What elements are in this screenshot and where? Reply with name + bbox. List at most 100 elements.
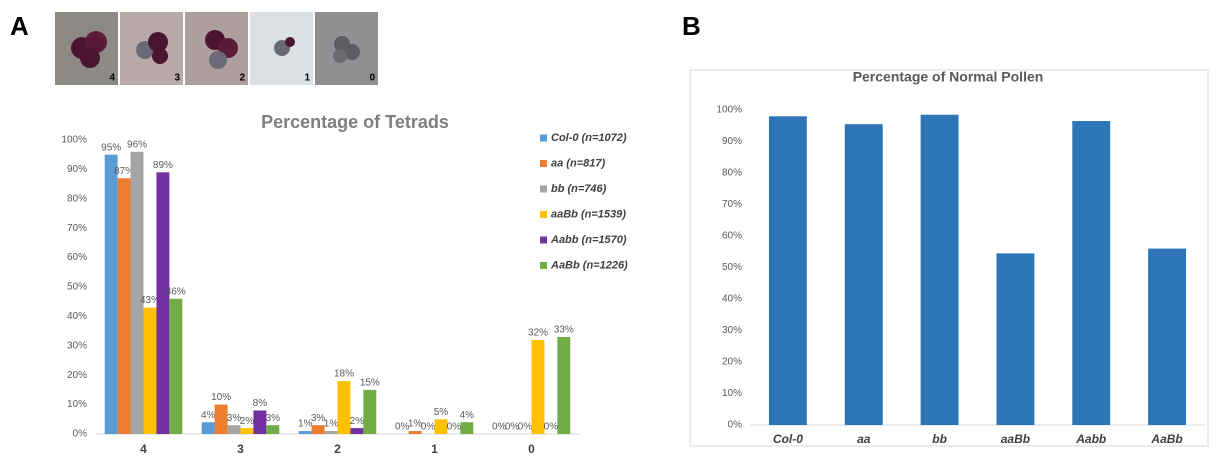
bar [312, 425, 325, 434]
value-label: 18% [334, 369, 354, 380]
bar [202, 422, 215, 434]
legend-swatch [540, 186, 547, 193]
y-tick-label: 40% [67, 311, 87, 322]
legend-swatch [540, 262, 547, 269]
panel-label: B [682, 11, 701, 41]
bar [363, 390, 376, 434]
bar [435, 419, 448, 434]
thumbnail-label: 4 [109, 73, 115, 84]
x-tick-label: Col-0 [773, 432, 803, 446]
panel-label: A [10, 11, 29, 41]
y-tick-label: 90% [722, 136, 742, 147]
bar [325, 431, 338, 434]
bar [996, 253, 1034, 425]
y-tick-label: 100% [61, 135, 87, 146]
thumbnail-label: 1 [304, 73, 310, 84]
bar [460, 422, 473, 434]
bar [156, 172, 169, 434]
bar [144, 308, 157, 434]
value-label: 32% [528, 328, 548, 339]
bar [169, 299, 182, 434]
bar [338, 381, 351, 434]
value-label: 0% [447, 422, 462, 433]
value-label: 2% [350, 416, 365, 427]
x-tick-label: 0 [528, 442, 535, 456]
bar [241, 428, 254, 434]
bar [769, 116, 807, 425]
chart-title: Percentage of Tetrads [261, 112, 449, 132]
bar [409, 431, 422, 434]
x-tick-label: 1 [431, 442, 438, 456]
legend-label: AaBb (n=1226) [550, 259, 628, 271]
bar [299, 431, 312, 434]
x-tick-label: 4 [140, 442, 147, 456]
legend-swatch [540, 211, 547, 218]
y-tick-label: 20% [67, 370, 87, 381]
y-tick-label: 10% [722, 388, 742, 399]
bar [131, 152, 144, 434]
bar [215, 405, 228, 434]
x-tick-label: aaBb [1001, 432, 1030, 446]
x-tick-label: aa [857, 432, 871, 446]
legend-label: Aabb (n=1570) [550, 234, 627, 246]
thumbnail-label: 3 [174, 73, 180, 84]
value-label: 8% [253, 398, 268, 409]
legend-swatch [540, 135, 547, 142]
value-label: 95% [101, 142, 121, 153]
bar [845, 124, 883, 425]
y-tick-label: 70% [722, 199, 742, 210]
y-tick-label: 0% [73, 429, 88, 440]
value-label: 0% [518, 422, 533, 433]
y-tick-label: 50% [67, 282, 87, 293]
x-tick-label: 3 [237, 442, 244, 456]
bar [105, 155, 118, 434]
cell [152, 48, 168, 64]
x-tick-label: Aabb [1075, 432, 1106, 446]
bar [557, 337, 570, 434]
bar [350, 428, 363, 434]
legend-label: bb (n=746) [551, 183, 607, 195]
figure: A B 43210Percentage of Tetrads0%10%20%30… [0, 0, 1213, 456]
cell [285, 37, 295, 47]
cell [209, 51, 227, 69]
x-tick-label: AaBb [1150, 432, 1182, 446]
value-label: 0% [421, 422, 436, 433]
y-tick-label: 100% [716, 105, 742, 116]
value-label: 5% [434, 407, 449, 418]
value-label: 3% [266, 413, 281, 424]
y-tick-label: 20% [722, 357, 742, 368]
y-tick-label: 80% [67, 193, 87, 204]
bar [118, 178, 131, 434]
thumbnails [55, 12, 378, 85]
legend-swatch [540, 237, 547, 244]
bar [228, 425, 241, 434]
legend-label: Col-0 (n=1072) [551, 132, 627, 144]
y-tick-label: 0% [728, 420, 743, 431]
y-tick-label: 60% [722, 231, 742, 242]
y-tick-label: 40% [722, 294, 742, 305]
value-label: 2% [240, 416, 255, 427]
y-tick-label: 30% [722, 325, 742, 336]
legend-label: aaBb (n=1539) [551, 208, 626, 220]
y-tick-label: 60% [67, 252, 87, 263]
bar [253, 410, 266, 434]
value-label: 89% [153, 160, 173, 171]
value-label: 0% [544, 422, 559, 433]
bar [266, 425, 279, 434]
y-tick-label: 70% [67, 223, 87, 234]
bar [1072, 121, 1110, 425]
thumbnail-label: 0 [369, 73, 375, 84]
value-label: 15% [360, 378, 380, 389]
bar [1148, 249, 1186, 425]
value-label: 4% [201, 410, 216, 421]
value-label: 10% [211, 392, 231, 403]
x-tick-label: bb [932, 432, 947, 446]
value-label: 1% [324, 419, 339, 430]
thumbnail-label: 2 [239, 73, 245, 84]
x-tick-label: 2 [334, 442, 341, 456]
y-tick-label: 50% [722, 262, 742, 273]
chart-title: Percentage of Normal Pollen [853, 69, 1044, 85]
cell [333, 49, 347, 63]
legend-swatch [540, 160, 547, 167]
value-label: 4% [460, 410, 475, 421]
